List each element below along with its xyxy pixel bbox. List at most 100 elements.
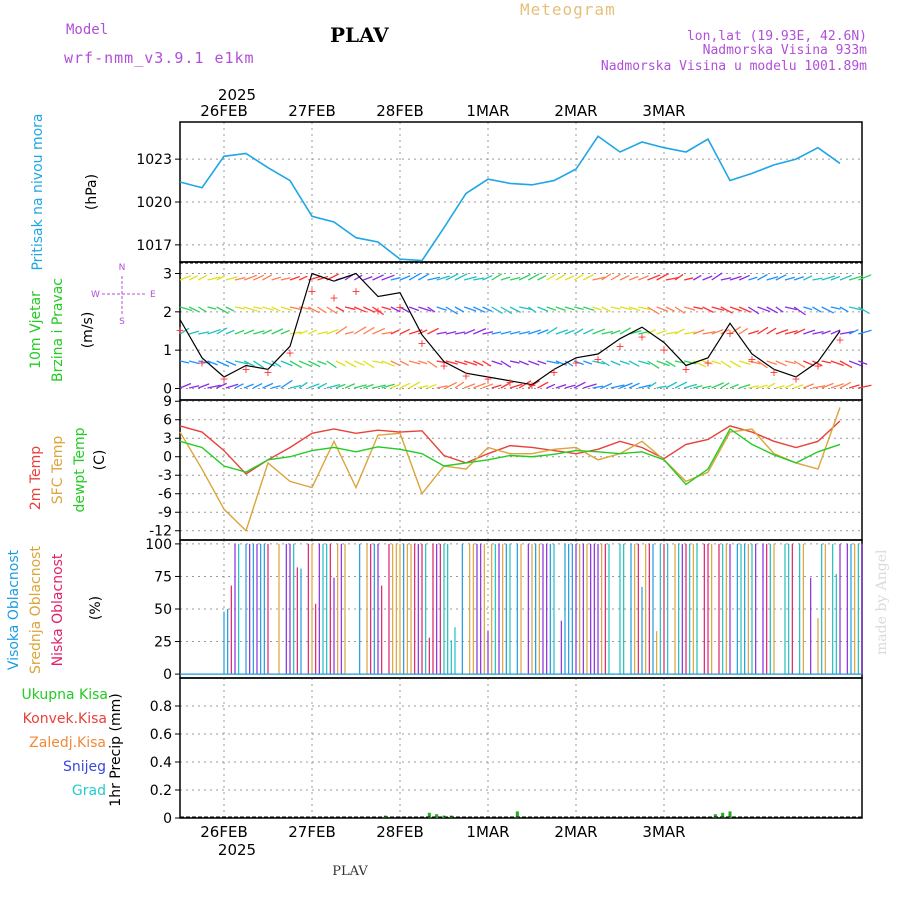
day-label-bottom: 2MAR	[554, 823, 597, 841]
wind-barb	[463, 328, 476, 335]
wind-barb	[298, 330, 308, 335]
wind-barb	[207, 384, 221, 389]
wind-barb	[491, 306, 504, 314]
wind-speed-line	[179, 272, 841, 386]
wind-barb	[289, 306, 302, 311]
wind-barb	[775, 274, 787, 281]
wind-barb	[317, 360, 327, 365]
wind-barb	[702, 385, 712, 389]
wind-barb	[619, 382, 633, 389]
wind-barb	[793, 384, 804, 389]
wind-barb	[381, 360, 395, 367]
wind-barb	[262, 329, 272, 335]
wind-barb	[418, 360, 428, 365]
panel-frame	[179, 261, 863, 401]
wind-barb	[665, 381, 678, 389]
wind-barb	[500, 360, 512, 368]
wind-barb	[353, 360, 365, 366]
wind-barb	[729, 306, 742, 312]
wind-barb	[784, 360, 796, 365]
wind-barb	[243, 306, 258, 312]
wind-barb	[775, 360, 787, 367]
precip-legend-item: Ukupna Kisa	[21, 687, 108, 703]
wind-barb	[564, 360, 574, 367]
wind-barb	[317, 306, 327, 314]
wind-barb	[803, 329, 816, 335]
day-label-bottom: 28FEB	[376, 823, 423, 841]
compass-w: W	[91, 290, 100, 300]
wind-barb	[592, 328, 606, 335]
wind-barb	[821, 306, 835, 314]
wind-barb	[729, 383, 739, 389]
wind-barb	[793, 275, 805, 281]
wind-barb	[271, 385, 281, 389]
wind-barb	[271, 360, 282, 368]
wind-barb	[711, 382, 724, 389]
wind-barb	[803, 360, 815, 367]
wind-barb	[509, 383, 523, 389]
wind-barb	[326, 306, 338, 315]
wind-barb	[473, 277, 484, 281]
temp2m-ylabel: 2m Temp	[28, 446, 44, 510]
wind-barb	[445, 273, 459, 281]
wind-barb	[537, 274, 547, 281]
day-label-top: 1MAR	[466, 102, 509, 120]
wind-gust-mark: +	[725, 327, 734, 340]
day-label-bottom: 3MAR	[642, 823, 685, 841]
wind-barb	[317, 382, 328, 389]
wind-barb	[326, 329, 339, 335]
wind-barb	[839, 330, 854, 335]
compass-s: S	[119, 317, 125, 327]
wind-barb	[427, 360, 438, 369]
wind-gust-mark: +	[329, 291, 338, 304]
wind-barb	[555, 306, 566, 311]
temp-series-line-2	[179, 427, 841, 486]
wind-gust-mark: +	[505, 376, 514, 389]
wind-barb	[427, 383, 437, 389]
wind-barb	[656, 360, 670, 367]
wind-barb	[289, 331, 302, 335]
wind-barb	[326, 383, 341, 389]
wind-barb	[482, 331, 494, 335]
wind-barb	[234, 383, 244, 389]
wind-barb	[693, 329, 705, 335]
wind-barb	[463, 383, 476, 389]
high-cloud-ylabel: Visoka Oblacnost	[6, 549, 22, 670]
wind-barb	[766, 306, 779, 314]
precip-bar	[515, 811, 519, 818]
wind-gust-mark: +	[659, 343, 668, 356]
wind-barb	[564, 306, 575, 311]
y-tick-label: -6	[158, 487, 172, 503]
wind-barb	[821, 330, 831, 335]
wind-barb	[464, 276, 477, 281]
y-tick-label: 1	[163, 343, 172, 359]
y-tick-label: 1023	[136, 152, 172, 168]
wind-barb	[372, 360, 384, 364]
y-tick-label: 0.6	[150, 727, 172, 743]
wind-barb	[849, 306, 863, 311]
wind-barb	[583, 328, 594, 335]
wind-barb	[564, 384, 576, 389]
wind-barb	[729, 360, 742, 368]
wind-barb	[179, 327, 190, 335]
wind-barb	[344, 306, 356, 311]
wind-barb	[372, 327, 386, 335]
wind-barb	[583, 274, 594, 281]
wind-barb	[702, 275, 713, 281]
wind-barb	[500, 306, 513, 315]
wind-barb	[317, 331, 328, 335]
wind-gust-mark: +	[241, 363, 250, 376]
y-tick-label: 0	[163, 667, 172, 683]
wind-barb	[729, 275, 742, 281]
wind-barb	[839, 381, 852, 389]
wind-barb	[793, 360, 806, 369]
y-tick-label: 6	[163, 413, 172, 429]
wind-barbs	[179, 272, 872, 389]
wind-barb	[234, 276, 246, 281]
wind-barb	[573, 328, 584, 335]
wind-barb	[812, 277, 823, 281]
wind-barb	[601, 330, 614, 335]
y-tick-label: 75	[154, 569, 172, 585]
wind-barb	[473, 306, 486, 313]
wind-barb	[711, 328, 724, 335]
